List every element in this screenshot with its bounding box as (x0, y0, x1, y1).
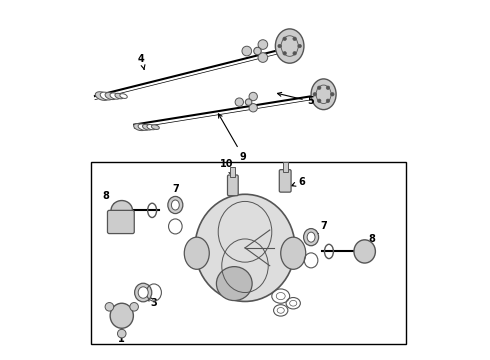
Ellipse shape (217, 267, 252, 301)
Circle shape (249, 104, 257, 112)
FancyBboxPatch shape (283, 162, 288, 172)
Circle shape (118, 329, 126, 338)
Circle shape (313, 93, 317, 96)
Ellipse shape (311, 79, 336, 110)
Ellipse shape (354, 240, 375, 263)
Ellipse shape (307, 232, 315, 242)
Circle shape (278, 44, 281, 48)
Ellipse shape (275, 29, 304, 63)
Ellipse shape (304, 229, 318, 246)
Ellipse shape (195, 194, 295, 301)
Ellipse shape (172, 200, 179, 210)
Text: 2: 2 (109, 211, 119, 224)
Ellipse shape (120, 94, 127, 98)
Ellipse shape (111, 201, 132, 220)
Circle shape (326, 99, 330, 103)
Ellipse shape (147, 125, 156, 130)
Circle shape (130, 302, 138, 311)
FancyBboxPatch shape (92, 162, 406, 344)
Text: 4: 4 (138, 54, 145, 69)
Ellipse shape (184, 237, 209, 269)
FancyBboxPatch shape (107, 210, 134, 234)
Ellipse shape (110, 303, 133, 328)
Ellipse shape (95, 92, 109, 100)
Text: 8: 8 (102, 191, 119, 208)
Ellipse shape (115, 93, 123, 99)
Circle shape (331, 93, 334, 96)
Circle shape (293, 37, 296, 41)
Circle shape (245, 99, 252, 105)
Circle shape (105, 302, 114, 311)
Circle shape (235, 98, 244, 106)
FancyBboxPatch shape (227, 175, 238, 196)
Text: 3: 3 (147, 297, 157, 308)
Ellipse shape (143, 124, 152, 130)
Ellipse shape (138, 124, 149, 130)
FancyBboxPatch shape (230, 167, 235, 177)
Ellipse shape (138, 287, 148, 298)
Circle shape (283, 51, 287, 55)
Circle shape (258, 40, 268, 49)
FancyBboxPatch shape (279, 170, 291, 192)
Ellipse shape (110, 93, 120, 99)
Ellipse shape (168, 197, 183, 213)
Text: 8: 8 (365, 234, 375, 250)
Text: 9: 9 (219, 114, 246, 162)
Circle shape (318, 99, 321, 103)
Ellipse shape (100, 92, 113, 100)
Circle shape (258, 53, 268, 62)
Text: 1: 1 (119, 328, 125, 344)
Circle shape (283, 37, 287, 41)
Ellipse shape (135, 283, 152, 302)
Ellipse shape (151, 125, 159, 130)
Text: 10: 10 (220, 159, 234, 175)
Circle shape (298, 44, 301, 48)
Ellipse shape (281, 237, 306, 269)
Circle shape (318, 86, 321, 90)
Text: 6: 6 (292, 177, 306, 187)
Circle shape (254, 47, 261, 55)
Circle shape (293, 51, 296, 55)
Ellipse shape (105, 93, 116, 100)
Circle shape (242, 46, 251, 56)
Text: 5: 5 (277, 93, 315, 107)
Ellipse shape (134, 123, 146, 131)
Text: 7: 7 (172, 184, 179, 201)
Circle shape (249, 92, 257, 101)
Text: 7: 7 (314, 221, 327, 234)
Circle shape (326, 86, 330, 90)
